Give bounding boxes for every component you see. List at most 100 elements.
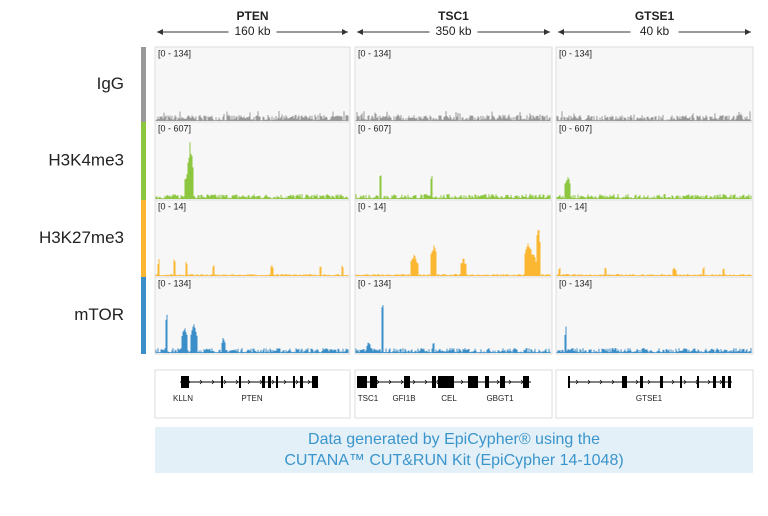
strand-arrow xyxy=(611,379,615,385)
track-panel xyxy=(555,276,754,355)
gene-label: TSC1 xyxy=(358,394,379,403)
exon xyxy=(713,376,716,388)
track-range: [0 - 14] xyxy=(358,201,386,211)
scale-label: 350 kb xyxy=(435,24,471,38)
strand-arrow xyxy=(575,379,579,385)
exon xyxy=(660,376,663,388)
track-range: [0 - 607] xyxy=(158,123,191,133)
track-color-bar xyxy=(141,200,146,277)
strand-arrow xyxy=(508,379,512,385)
track-panel xyxy=(354,46,553,123)
gene-label: PTEN xyxy=(241,394,263,403)
strand-arrow xyxy=(599,379,603,385)
track-range: [0 - 14] xyxy=(559,201,587,211)
exon xyxy=(640,376,643,388)
gene-label: KLLN xyxy=(173,394,193,403)
exon xyxy=(438,376,454,388)
exon xyxy=(468,376,478,388)
exon xyxy=(221,376,223,388)
track-panel xyxy=(154,121,351,201)
exon xyxy=(181,376,189,388)
scale-label: 160 kb xyxy=(234,24,270,38)
track-range: [0 - 607] xyxy=(559,123,592,133)
signal xyxy=(155,314,349,353)
gene-title: PTEN xyxy=(236,9,268,23)
signal xyxy=(155,111,349,121)
strand-arrow xyxy=(271,379,275,385)
exon xyxy=(357,376,367,388)
strand-arrow xyxy=(235,379,239,385)
gene-label: GTSE1 xyxy=(636,394,663,403)
strand-arrow xyxy=(307,379,311,385)
track-label: H3K4me3 xyxy=(48,150,124,169)
track-panel xyxy=(354,276,553,355)
strand-arrow xyxy=(199,379,203,385)
track-color-bar xyxy=(141,277,146,354)
strand-arrow xyxy=(283,379,287,385)
gene-title: TSC1 xyxy=(438,9,469,23)
exon xyxy=(404,376,410,388)
gene-label: CEL xyxy=(441,394,457,403)
strand-arrow xyxy=(707,379,711,385)
strand-arrow xyxy=(211,379,215,385)
exon xyxy=(680,376,682,388)
signal xyxy=(355,175,551,199)
strand-arrow xyxy=(388,379,392,385)
footer-box xyxy=(155,427,753,473)
exon xyxy=(268,376,271,388)
exon xyxy=(500,376,505,388)
signal xyxy=(556,267,752,276)
exon xyxy=(697,376,699,388)
exon xyxy=(728,376,731,388)
track-range: [0 - 134] xyxy=(158,48,191,58)
track-range: [0 - 134] xyxy=(358,278,391,288)
exon xyxy=(300,376,303,388)
exon xyxy=(276,376,278,388)
strand-arrow xyxy=(295,379,299,385)
track-range: [0 - 607] xyxy=(358,123,391,133)
track-panel xyxy=(154,199,351,278)
footer-line: Data generated by EpiCypher® using the xyxy=(308,431,600,448)
track-range: [0 - 134] xyxy=(559,48,592,58)
track-panel xyxy=(354,199,553,278)
strand-arrow xyxy=(671,379,675,385)
gene-label: GBGT1 xyxy=(486,394,514,403)
footer-line: CUTANA™ CUT&RUN Kit (EpiCypher 14-1048) xyxy=(284,452,623,469)
signal xyxy=(155,142,349,199)
signal xyxy=(355,230,551,276)
signal xyxy=(355,305,551,353)
track-color-bar xyxy=(141,47,146,122)
track-panel xyxy=(154,276,351,355)
exon xyxy=(432,376,436,388)
gene-label: GFI1B xyxy=(392,394,415,403)
signal xyxy=(556,177,752,199)
strand-arrow xyxy=(412,379,416,385)
exon xyxy=(239,376,241,388)
strand-arrow xyxy=(460,379,464,385)
strand-arrow xyxy=(496,379,500,385)
track-panel xyxy=(555,46,754,123)
track-label: mTOR xyxy=(74,305,124,324)
track-range: [0 - 134] xyxy=(559,278,592,288)
exon xyxy=(262,376,265,388)
track-panel xyxy=(354,121,553,201)
signal xyxy=(155,259,349,276)
scale-bg xyxy=(429,24,478,40)
scale-bg xyxy=(630,24,679,40)
track-range: [0 - 134] xyxy=(358,48,391,58)
track-color-bar xyxy=(141,122,146,200)
strand-arrow xyxy=(376,379,380,385)
track-range: [0 - 14] xyxy=(158,201,186,211)
track-panel xyxy=(555,199,754,278)
track-panel xyxy=(154,46,351,123)
strand-arrow xyxy=(683,379,687,385)
exon xyxy=(485,376,489,388)
scale-bg xyxy=(228,24,277,40)
exon xyxy=(370,376,377,388)
track-label: H3K27me3 xyxy=(39,228,124,247)
strand-arrow xyxy=(635,379,639,385)
track-panel xyxy=(555,121,754,201)
signal xyxy=(556,111,752,121)
signal xyxy=(556,326,752,353)
